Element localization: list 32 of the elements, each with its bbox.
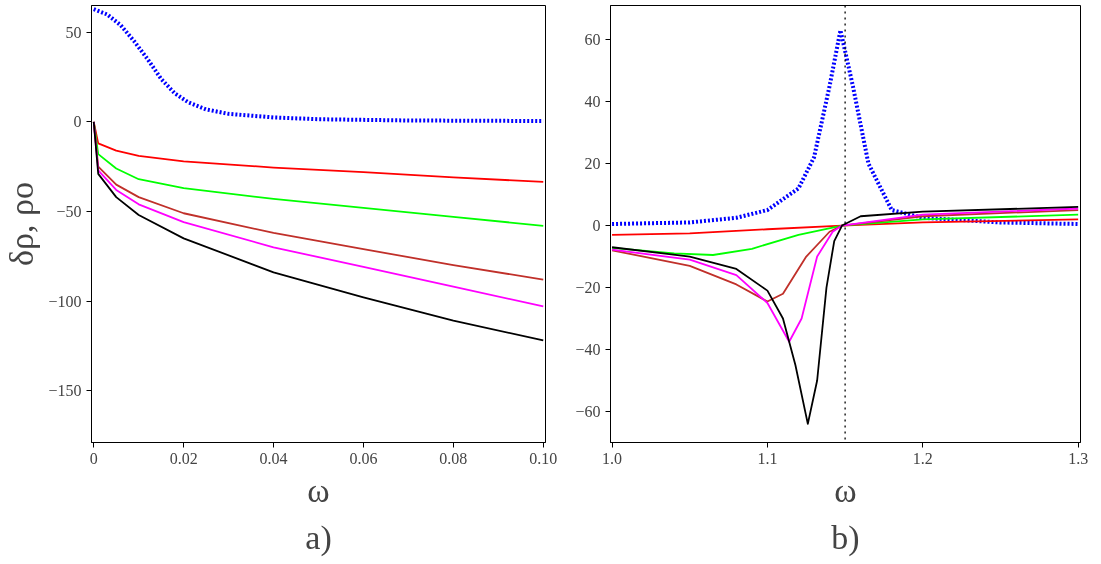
line-series xyxy=(611,213,1080,256)
line-series xyxy=(610,28,1081,226)
x-tick-label: 1.3 xyxy=(1068,449,1089,467)
y-tick-label: 40 xyxy=(584,93,601,111)
y-tick-label: 0 xyxy=(73,113,82,131)
y-tick-label: −100 xyxy=(48,292,82,310)
y-tick-label: −20 xyxy=(575,279,601,297)
line-series xyxy=(611,207,1080,343)
y-tick-label: 20 xyxy=(584,155,601,173)
x-axis-title: ω xyxy=(834,471,857,509)
y-tick-label: −150 xyxy=(48,382,82,400)
x-tick-label: 1.1 xyxy=(757,449,778,467)
x-tick-label: 0.06 xyxy=(349,449,378,467)
x-tick-label: 0 xyxy=(89,449,98,467)
y-tick-label: −50 xyxy=(56,202,82,220)
x-tick-label: 0.08 xyxy=(439,449,468,467)
x-axis-title: ω xyxy=(307,471,330,509)
text: b) xyxy=(831,518,860,557)
y-tick-label: −40 xyxy=(575,341,601,359)
y-tick-label: 60 xyxy=(584,31,601,49)
x-tick-label: 1.2 xyxy=(912,449,933,467)
y-tick-label: 50 xyxy=(65,23,82,41)
line-series xyxy=(611,209,1080,303)
text: a) xyxy=(305,518,332,557)
x-tick-label: 0.10 xyxy=(529,449,558,467)
y-tick-label: 0 xyxy=(592,217,601,235)
x-tick-label: 1.0 xyxy=(602,449,623,467)
x-tick-label: 0.04 xyxy=(259,449,288,467)
y-axis-title: δρ, ρo xyxy=(3,182,41,266)
x-tick-label: 0.02 xyxy=(169,449,198,467)
y-tick-label: −60 xyxy=(575,403,601,421)
line-series xyxy=(611,218,1080,236)
